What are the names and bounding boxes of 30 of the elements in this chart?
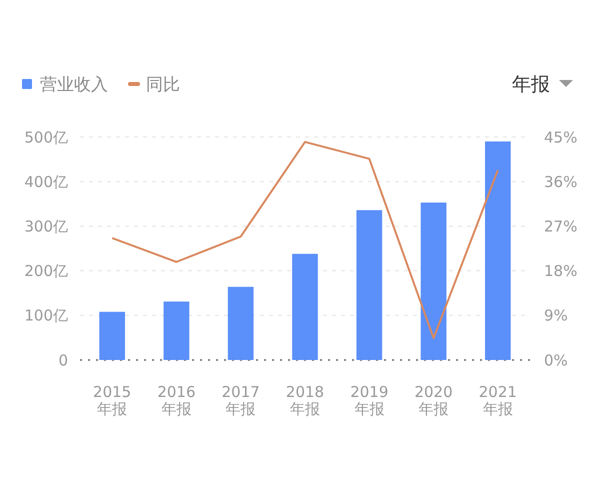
y-tick-label: 500亿 (24, 128, 68, 146)
line-series (111, 140, 499, 340)
x-tick-label: 2017 年报 (222, 383, 260, 418)
y-tick-label: 300亿 (24, 217, 68, 236)
bar (164, 302, 190, 360)
x-tick-label: 2015 年报 (93, 383, 132, 418)
text: 年报 (512, 74, 550, 96)
y2-tick-label: 18% (544, 262, 578, 280)
bar (485, 141, 511, 360)
y-tick-label: 200亿 (24, 262, 68, 280)
x-tick-label: 2020 年报 (414, 383, 453, 418)
y2-tick-label: 36% (544, 172, 578, 191)
x-tick-label: 2019 年报 (350, 383, 388, 418)
bar (292, 254, 318, 360)
legend-label: 同比 (146, 74, 180, 95)
x-tick-label: 2021 年报 (478, 383, 517, 418)
x-tick-label: 2018 年报 (286, 383, 324, 418)
y2-tick-label: 45% (544, 128, 578, 146)
x-tick-label: 2016 年报 (157, 383, 196, 418)
y-tick-label: 400亿 (24, 172, 68, 191)
bar (356, 210, 382, 360)
y-tick-label: 100亿 (24, 306, 68, 325)
y-tick-label: 0 (58, 351, 68, 370)
y2-tick-label: 0% (544, 351, 568, 370)
bar (228, 286, 254, 360)
y2-tick-label: 27% (544, 217, 578, 236)
bar (420, 202, 446, 360)
y2-tick-label: 9% (544, 306, 568, 325)
bar (99, 312, 125, 360)
legend-label: 营业收入 (40, 74, 108, 95)
